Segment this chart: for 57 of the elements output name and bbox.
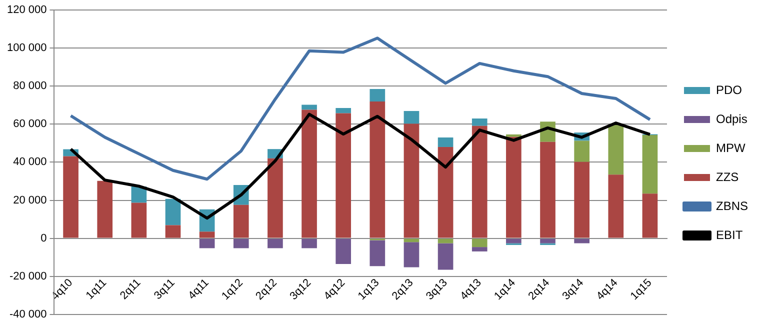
bar [131, 202, 147, 238]
bar [302, 104, 317, 110]
bar [336, 113, 352, 238]
bar [438, 243, 454, 270]
bar [574, 162, 590, 238]
y-tick-label: 100 000 [6, 42, 47, 54]
y-tick-label: 40 000 [13, 156, 47, 168]
bar [574, 238, 590, 244]
bar [642, 134, 658, 194]
y-tick-label: -20 000 [9, 270, 47, 282]
y-tick-label: 60 000 [13, 118, 47, 130]
bar [199, 238, 215, 248]
bar [336, 108, 352, 114]
bar [199, 232, 215, 238]
bar [302, 110, 317, 238]
bar [540, 142, 556, 238]
legend-label: ZZS [716, 170, 739, 184]
bar [370, 240, 386, 266]
bar [268, 238, 283, 248]
bar [404, 111, 420, 124]
bar [608, 124, 624, 175]
bar [642, 194, 658, 238]
bar [438, 146, 454, 238]
bar [608, 174, 624, 238]
legend-label: PDO [716, 82, 742, 97]
bar [404, 242, 420, 268]
bar [540, 238, 556, 244]
bar [574, 140, 590, 162]
y-tick-label: -40 000 [9, 308, 47, 320]
bar [472, 118, 488, 126]
legend-label: Odpis [716, 112, 748, 126]
bar [268, 158, 283, 238]
bar [63, 156, 78, 238]
y-tick-label: 0 [40, 232, 47, 244]
bar [165, 225, 181, 238]
bar [404, 124, 420, 238]
bar [472, 247, 488, 252]
legend-label: EBIT [716, 228, 744, 242]
bar [233, 204, 249, 238]
bar [302, 238, 317, 248]
y-tick-label: 120 000 [6, 4, 47, 16]
bar [370, 88, 386, 102]
bar [506, 238, 522, 244]
y-tick-label: 80 000 [13, 80, 47, 92]
y-tick-label: 20 000 [13, 194, 47, 206]
bar [233, 238, 249, 248]
bar [472, 126, 488, 238]
legend-label: MPW [716, 140, 746, 155]
bar [506, 134, 522, 137]
bar [370, 102, 386, 238]
bar [97, 180, 113, 238]
bar [336, 238, 352, 264]
legend-label: ZBNS [716, 198, 748, 213]
bar [438, 137, 454, 147]
bar [165, 198, 181, 226]
bar [506, 136, 522, 238]
bar [472, 238, 488, 248]
